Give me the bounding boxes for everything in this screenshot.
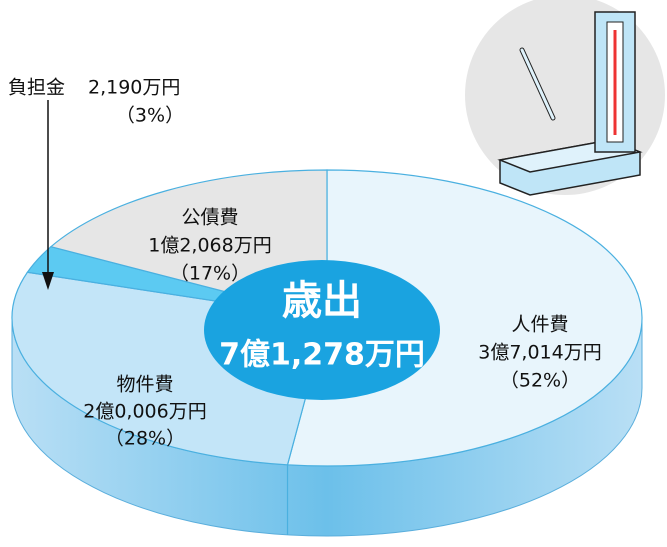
slice-percent: （17%）	[170, 263, 250, 285]
slice-percent: （52%）	[500, 370, 580, 392]
slice-label: 人件費	[511, 314, 568, 336]
labels: 人件費 3億7,014万円 （52%） 物件費 2億0,006万円 （28%） …	[8, 77, 602, 450]
center-total: 7億1,278万円	[219, 338, 425, 373]
slice-amount: 3億7,014万円	[478, 342, 601, 364]
slice-amount: 2,190万円	[88, 77, 180, 99]
slice-label: 負担金	[8, 77, 65, 99]
slice-percent: （28%）	[105, 428, 185, 450]
slice-amount: 1億2,068万円	[148, 235, 271, 257]
center-badge	[204, 260, 440, 400]
thermometer-icon	[465, 0, 665, 196]
slice-amount: 2億0,006万円	[83, 401, 206, 423]
arrow	[42, 100, 54, 290]
slice-label: 公債費	[181, 207, 238, 229]
center-title: 歳出	[282, 278, 362, 324]
slice-percent: （3%）	[116, 105, 184, 127]
slice-label: 物件費	[116, 374, 173, 396]
